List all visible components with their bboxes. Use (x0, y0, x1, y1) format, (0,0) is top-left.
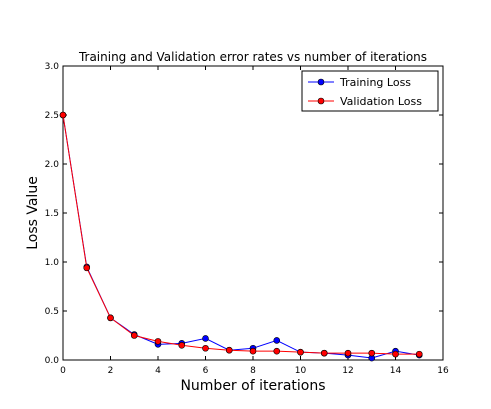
data-point-validation-loss (344, 349, 352, 357)
series-line-training-loss (62, 114, 420, 359)
data-point-validation-loss (107, 314, 114, 322)
data-point-validation-loss (297, 348, 304, 356)
data-point-validation-loss (130, 332, 138, 339)
y-tick-label: 3.0 (45, 62, 60, 72)
data-point-validation-loss (83, 264, 91, 272)
legend-marker-validation-loss (317, 97, 325, 105)
x-tick-label: 0 (60, 366, 66, 376)
y-tick-label: 1.0 (45, 258, 60, 268)
x-tick-label: 14 (390, 366, 402, 376)
series-line-validation-loss (62, 114, 420, 355)
y-tick-label: 2.0 (45, 160, 60, 170)
legend-marker-training-loss (317, 78, 325, 86)
data-point-training-loss (202, 335, 209, 342)
data-point-training-loss (273, 337, 281, 344)
x-tick-label: 10 (295, 366, 307, 376)
legend: Training Loss Validation Loss (301, 70, 439, 112)
legend-box (301, 70, 439, 112)
series-layer (59, 111, 423, 362)
x-tick-label: 2 (108, 366, 114, 376)
data-point-validation-loss (178, 341, 186, 349)
data-point-validation-loss (320, 349, 328, 357)
x-tick-label: 12 (342, 366, 353, 376)
y-tick-label: 0.5 (45, 307, 59, 317)
x-tick-label: 4 (155, 366, 161, 376)
data-point-validation-loss (368, 349, 376, 357)
data-point-validation-loss (154, 338, 162, 345)
x-tick-label: 6 (203, 366, 209, 376)
data-point-validation-loss (249, 347, 257, 355)
data-point-validation-loss (392, 350, 399, 358)
chart-title: Training and Validation error rates vs n… (78, 50, 427, 64)
y-axis-ticks: 0.0 0.5 1.0 1.5 2.0 2.5 3.0 (45, 62, 443, 366)
y-tick-label: 0.0 (45, 356, 60, 366)
data-point-validation-loss (202, 344, 209, 352)
x-axis-label: Number of iterations (180, 378, 325, 394)
data-point-validation-loss (415, 350, 423, 358)
data-point-validation-loss (273, 347, 281, 355)
x-tick-label: 8 (250, 366, 256, 376)
data-point-validation-loss (225, 346, 233, 354)
data-point-validation-loss (59, 111, 67, 119)
y-tick-label: 2.5 (45, 111, 59, 121)
legend-label-validation-loss: Validation Loss (340, 95, 422, 108)
x-tick-label: 16 (437, 366, 449, 376)
x-axis-ticks: 0 2 4 6 8 10 12 14 16 (60, 66, 449, 376)
legend-label-training-loss: Training Loss (339, 76, 411, 89)
y-tick-label: 1.5 (45, 209, 59, 219)
y-axis-label: Loss Value (25, 176, 41, 250)
